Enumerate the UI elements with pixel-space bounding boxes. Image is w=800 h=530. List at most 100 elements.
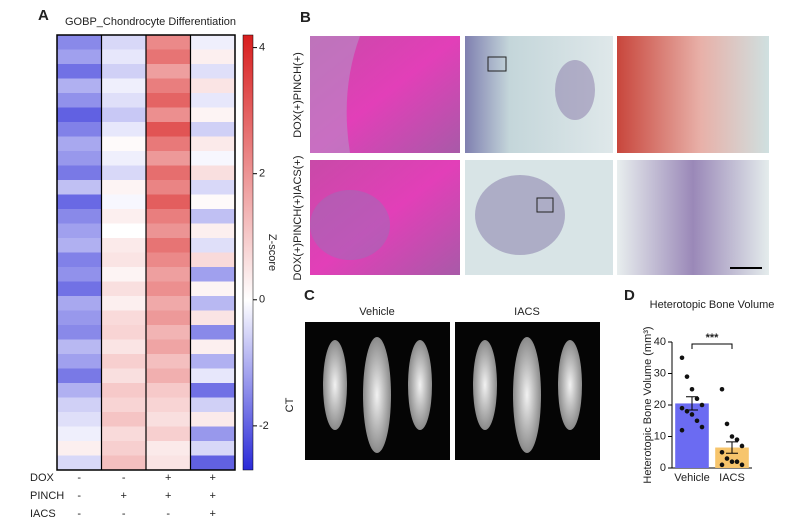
heatmap-cell <box>101 165 147 181</box>
x-tick-label: IACS <box>719 472 745 484</box>
heatmap-cell <box>190 223 236 239</box>
heatmap-cell <box>190 107 236 123</box>
heatmap-cell <box>57 238 102 253</box>
heatmap-cell <box>146 223 191 239</box>
ct-column-label: IACS <box>514 306 540 318</box>
heatmap-cell <box>101 339 147 355</box>
data-point <box>689 412 695 417</box>
data-point <box>724 456 730 461</box>
data-point <box>679 405 685 411</box>
heatmap-cell <box>57 412 102 427</box>
condition-marker: - <box>166 508 170 520</box>
heatmap-cell <box>146 93 191 108</box>
heatmap-cell <box>146 412 191 427</box>
heatmap-cell <box>146 281 191 297</box>
significance-bracket <box>691 343 733 349</box>
heatmap-cell <box>146 441 191 456</box>
heatmap-cell <box>57 107 102 123</box>
colorbar-tick-label: -2 <box>259 420 269 432</box>
heatmap-cell <box>190 252 236 268</box>
data-point <box>684 374 690 379</box>
heatmap-cell <box>190 93 236 108</box>
data-point <box>734 459 740 465</box>
heatmap-cell <box>101 209 147 224</box>
colorbar-tick-label: 2 <box>259 168 265 180</box>
heatmap-cell <box>190 238 236 253</box>
heatmap-cell <box>146 64 191 79</box>
heatmap-cell <box>146 325 191 340</box>
data-point <box>699 402 705 408</box>
heatmap-cell <box>146 252 191 268</box>
heatmap-cell <box>57 455 102 471</box>
heatmap-cell <box>57 368 102 384</box>
heatmap-cell <box>101 383 147 398</box>
heatmap-cell <box>101 354 147 369</box>
data-point <box>694 396 700 402</box>
heatmap-cell <box>57 354 102 369</box>
histology-images <box>310 36 769 275</box>
data-point <box>729 459 735 465</box>
heatmap-cell <box>146 354 191 369</box>
y-tick-label: 30 <box>654 367 666 379</box>
heatmap-cell <box>190 267 236 282</box>
y-tick-label: 0 <box>660 462 666 474</box>
heatmap-cell <box>101 441 147 456</box>
heatmap-cell <box>146 136 191 152</box>
condition-marker: + <box>210 490 216 502</box>
heatmap-cell <box>101 122 147 137</box>
condition-marker: + <box>121 490 127 502</box>
heatmap-cell <box>190 310 236 326</box>
heatmap-cell <box>101 223 147 239</box>
x-tick-label: Vehicle <box>674 472 709 484</box>
heatmap-cell <box>190 281 236 297</box>
data-point <box>689 386 695 392</box>
heatmap-cell <box>101 238 147 253</box>
heatmap-cell <box>146 209 191 224</box>
heatmap-cell <box>101 252 147 268</box>
y-tick-label: 40 <box>654 336 666 348</box>
heatmap-cell <box>57 122 102 137</box>
heatmap-cell <box>57 93 102 108</box>
ct-images <box>305 322 600 460</box>
heatmap-cell <box>146 455 191 471</box>
heatmap-cell <box>101 78 147 94</box>
heatmap-cell <box>190 354 236 369</box>
heatmap-cell <box>57 194 102 210</box>
heatmap-cell <box>146 267 191 282</box>
heatmap-cell <box>146 426 191 442</box>
heatmap-cell <box>57 78 102 94</box>
data-point <box>734 437 740 442</box>
chart-title: Heterotopic Bone Volume <box>650 299 775 311</box>
heatmap-cell <box>146 383 191 398</box>
heatmap-cell <box>101 136 147 152</box>
heatmap-cell <box>101 35 147 50</box>
error-bar <box>726 441 738 454</box>
heatmap-cell <box>101 49 147 65</box>
heatmap-cell <box>101 281 147 297</box>
condition-label: DOX <box>30 472 55 484</box>
heatmap-cell <box>101 368 147 384</box>
panel-label: C <box>304 287 315 304</box>
heatmap-cell <box>57 296 102 311</box>
heatmap-cell <box>146 194 191 210</box>
heatmap-cell <box>190 35 236 50</box>
heatmap-frame <box>56 34 236 471</box>
heatmap-cell <box>101 194 147 210</box>
heatmap-cell <box>146 151 191 166</box>
data-point <box>739 462 745 468</box>
panel-label: A <box>38 7 49 24</box>
heatmap-cell <box>101 455 147 471</box>
heatmap-cell <box>101 296 147 311</box>
heatmap-cell <box>190 412 236 427</box>
data-point <box>719 449 725 455</box>
data-point <box>719 462 725 468</box>
heatmap-cell <box>57 441 102 456</box>
heatmap-cell <box>101 325 147 340</box>
heatmap-cell <box>57 397 102 413</box>
heatmap-cell <box>190 78 236 94</box>
heatmap-cell <box>57 267 102 282</box>
heatmap-cell <box>146 339 191 355</box>
heatmap-cell <box>101 180 147 195</box>
significance-label: *** <box>706 332 720 344</box>
